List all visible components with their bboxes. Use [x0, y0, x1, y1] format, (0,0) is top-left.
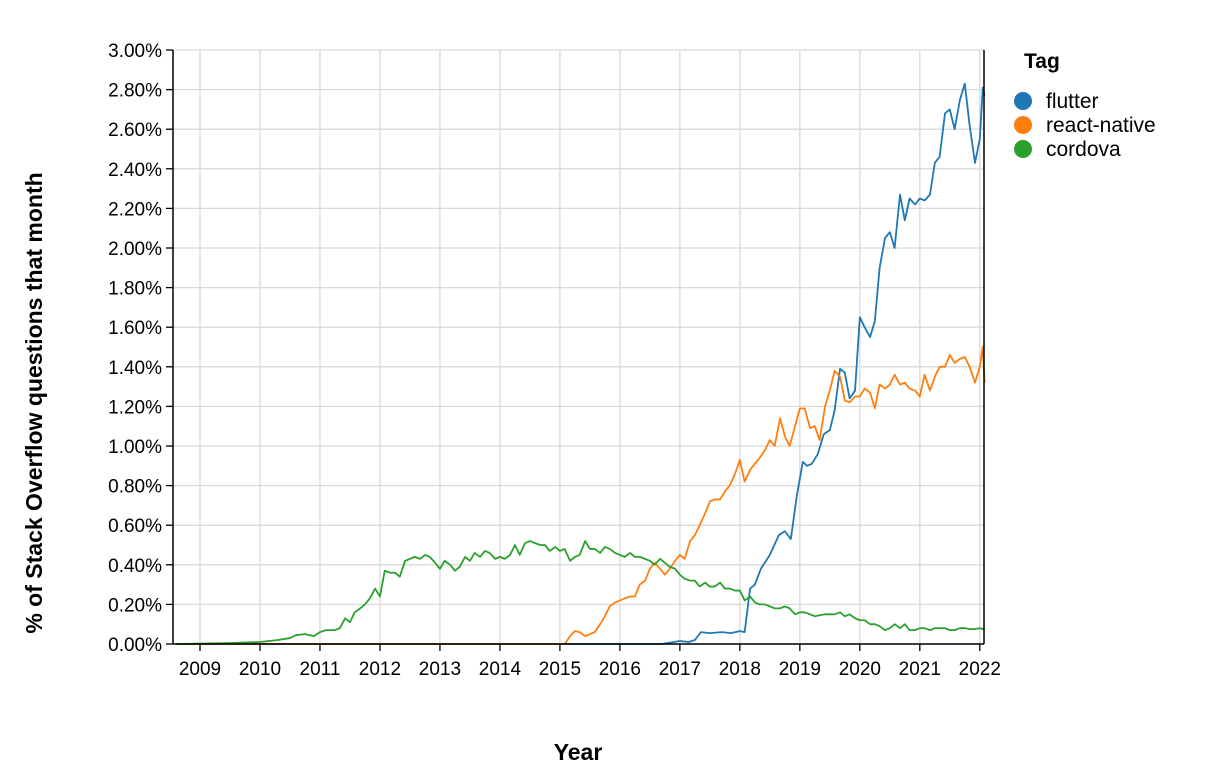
series-line-react-native — [176, 346, 986, 645]
y-tick-label: 3.00% — [108, 41, 162, 62]
x-tick-label: 2014 — [479, 659, 522, 680]
y-tick-label: 1.00% — [108, 437, 162, 458]
y-tick-label: 1.20% — [108, 397, 162, 418]
legend-label-cordova: cordova — [1046, 138, 1121, 161]
x-tick-label: 2015 — [539, 659, 581, 680]
x-tick-label: 2019 — [779, 659, 821, 680]
y-tick-label: 0.40% — [108, 556, 162, 577]
y-tick-label: 2.00% — [108, 239, 162, 260]
x-tick-label: 2012 — [359, 659, 401, 680]
y-tick-label: 0.60% — [108, 516, 162, 537]
x-tick-label: 2011 — [300, 659, 341, 680]
y-tick-label: 2.40% — [108, 160, 162, 181]
series-line-flutter — [176, 82, 986, 645]
x-tick-label: 2016 — [599, 659, 641, 680]
y-tick-label: 1.80% — [108, 279, 162, 300]
legend-swatch-cordova — [1014, 140, 1032, 158]
legend-label-react-native: react-native — [1046, 114, 1156, 137]
x-tick-label: 2010 — [239, 659, 281, 680]
series-lines — [175, 82, 986, 645]
y-tick-label: 1.60% — [108, 318, 162, 339]
y-tick-label: 2.60% — [108, 120, 162, 141]
axis-lines — [172, 50, 985, 645]
legend-swatch-flutter — [1014, 92, 1032, 110]
x-tick-label: 2018 — [719, 659, 761, 680]
y-tick-label: 0.80% — [108, 477, 162, 498]
y-tick-label: 1.40% — [108, 358, 162, 379]
x-tick-label: 2009 — [179, 659, 221, 680]
grid-lines — [173, 49, 984, 645]
y-tick-label: 0.20% — [108, 595, 162, 616]
x-tick-label: 2013 — [419, 659, 461, 680]
y-tick-label: 2.20% — [108, 199, 162, 220]
x-axis-title: Year — [554, 739, 603, 765]
legend-title: Tag — [1024, 50, 1060, 73]
x-tick-label: 2021 — [899, 659, 941, 680]
legend-label-flutter: flutter — [1046, 90, 1099, 113]
y-axis-title: % of Stack Overflow questions that month — [21, 172, 47, 633]
x-tick-label: 2017 — [659, 659, 701, 680]
x-tick-label: 2022 — [959, 659, 1001, 680]
y-tick-label: 0.00% — [108, 635, 162, 656]
y-axis: 0.00% 0.20% 0.40% 0.60% 0.80% 1.00% 1.20% 1.40%… — [108, 41, 173, 656]
legend-swatch-react-native — [1014, 116, 1032, 134]
y-tick-label: 2.80% — [108, 81, 162, 102]
x-tick-label: 2020 — [839, 659, 881, 680]
x-axis: 2009 2010 2011 2012 2013 2014 2015 2016 2017 2018… — [179, 644, 1001, 680]
series-line-cordova — [175, 540, 986, 645]
